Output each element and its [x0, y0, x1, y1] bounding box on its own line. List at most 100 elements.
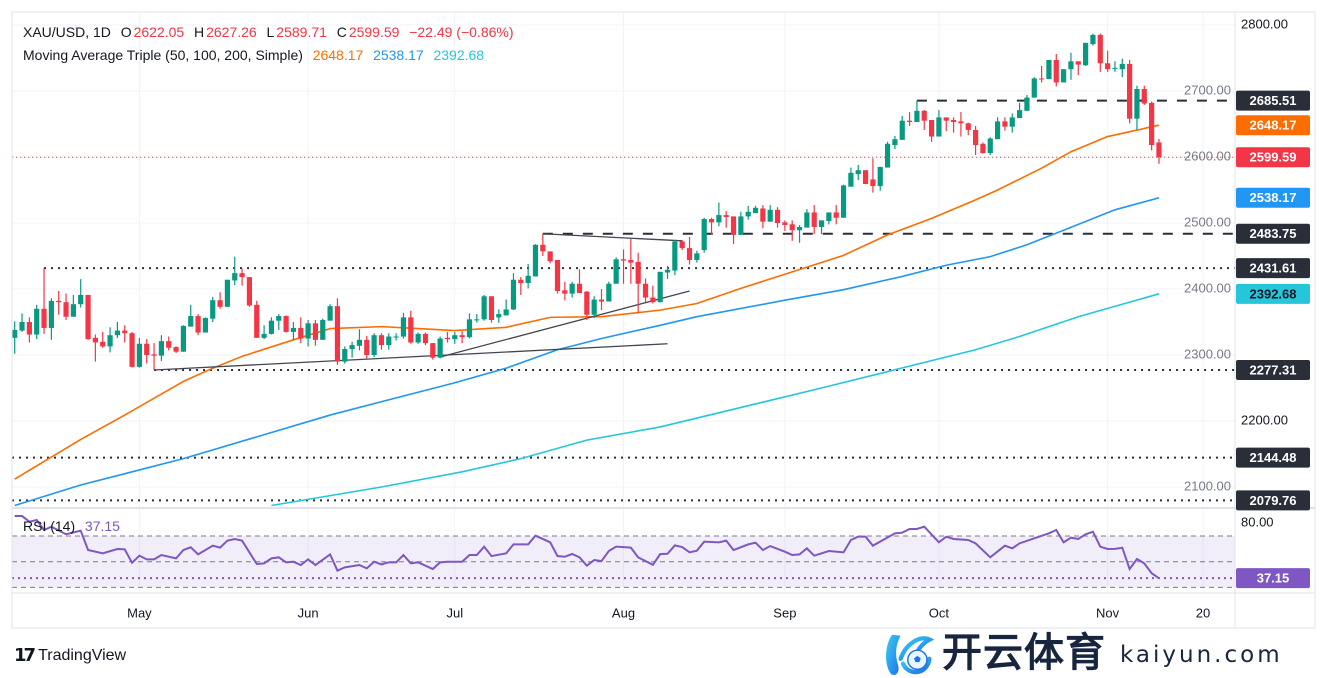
tradingview-logo[interactable]: 17 TradingView	[14, 645, 126, 666]
time-tick-label: May	[127, 605, 152, 620]
candle-body	[510, 279, 517, 310]
candle-body	[767, 209, 773, 222]
rsi-legend-title[interactable]: RSI (14)	[23, 518, 76, 534]
ma-legend: Moving Average Triple (50, 100, 200, Sim…	[23, 47, 486, 63]
candle	[12, 321, 18, 354]
candle-body	[349, 345, 355, 350]
price-tick-label: 2800.00	[1241, 16, 1288, 31]
candle-body	[943, 117, 949, 121]
candle	[224, 279, 231, 307]
candle-body	[1024, 97, 1030, 111]
candle	[532, 244, 539, 277]
candle-body	[1119, 63, 1125, 70]
candle-body	[268, 320, 275, 334]
level-price-label: 2079.76	[1250, 493, 1297, 508]
candle	[268, 317, 275, 335]
candle-body	[1149, 102, 1155, 146]
candle-body	[906, 120, 913, 123]
candle	[730, 216, 737, 245]
level-price-label-bg	[1236, 447, 1310, 468]
candle	[408, 310, 414, 344]
candle-body	[232, 273, 238, 281]
candle	[1075, 61, 1081, 76]
candle-body	[650, 297, 656, 303]
candle-body	[628, 259, 634, 263]
level-price-label: 2431.61	[1250, 261, 1297, 276]
candle-body	[1097, 34, 1103, 64]
candle	[276, 314, 282, 330]
candle-body	[870, 179, 876, 187]
candle-body	[965, 123, 971, 130]
candle-body	[1053, 59, 1059, 83]
tradingview-logo-icon: 17	[14, 645, 36, 666]
candle-body	[1031, 78, 1037, 98]
candle-body	[459, 335, 465, 338]
candle-body	[789, 224, 795, 231]
candle	[972, 125, 979, 156]
candle-body	[686, 248, 693, 260]
high-label: H	[193, 24, 205, 40]
candle	[334, 298, 341, 365]
candle	[906, 112, 913, 126]
candle-body	[408, 317, 414, 343]
candle	[650, 285, 656, 304]
candle	[1156, 139, 1162, 164]
kaiyun-watermark: 开云体育 kaiyun.com	[880, 630, 1325, 678]
candle-body	[598, 299, 605, 302]
candle	[510, 273, 517, 311]
candle	[114, 322, 120, 338]
candle-body	[364, 339, 370, 355]
candle	[767, 205, 773, 222]
candle-body	[840, 185, 847, 218]
candle-body	[576, 283, 583, 293]
candle-body	[921, 110, 927, 121]
candle	[232, 256, 238, 286]
candle-body	[166, 341, 172, 348]
trendline	[439, 290, 690, 358]
candle-body	[818, 220, 825, 227]
candle	[1039, 65, 1045, 83]
candle-body	[1068, 61, 1074, 70]
candle	[100, 331, 106, 348]
candle	[78, 279, 84, 308]
candle-body	[378, 335, 385, 346]
ma-legend-title[interactable]: Moving Average Triple (50, 100, 200, Sim…	[23, 47, 303, 63]
candle	[371, 333, 377, 357]
level-price-label-bg	[1236, 90, 1310, 111]
candle	[422, 332, 429, 346]
candle-body	[290, 327, 297, 332]
axes: 2800.00 2700.00 2600.00 2500.00 2400.00 2300.…	[127, 16, 1288, 620]
candle-body	[217, 300, 223, 307]
candle	[496, 309, 502, 323]
candle-body	[914, 110, 920, 123]
candle-body	[738, 216, 744, 235]
level-price-label-bg	[1236, 223, 1310, 244]
candle-body	[980, 143, 986, 154]
candle	[826, 212, 832, 225]
candle	[1061, 69, 1067, 83]
candle-body	[994, 121, 1001, 140]
candle-body	[283, 316, 289, 332]
candle	[180, 325, 187, 352]
candle	[723, 211, 729, 228]
candle-body	[708, 219, 715, 223]
candle-body	[422, 333, 429, 344]
candle-body	[180, 325, 187, 352]
candle-body	[877, 166, 883, 187]
candle-body	[774, 209, 781, 223]
candle-body	[796, 226, 803, 231]
candle	[694, 250, 700, 263]
candle-body	[85, 294, 91, 340]
candle	[474, 314, 480, 323]
symbol-title[interactable]: XAU/USD, 1D	[23, 24, 111, 40]
candle-body	[811, 212, 817, 227]
candles	[12, 33, 1162, 370]
candle-body	[716, 215, 722, 223]
candle	[1090, 33, 1096, 46]
candle	[862, 170, 869, 185]
candle-body	[224, 279, 231, 307]
candle	[554, 259, 561, 294]
candle-body	[928, 120, 935, 137]
close-label: C	[336, 24, 347, 40]
